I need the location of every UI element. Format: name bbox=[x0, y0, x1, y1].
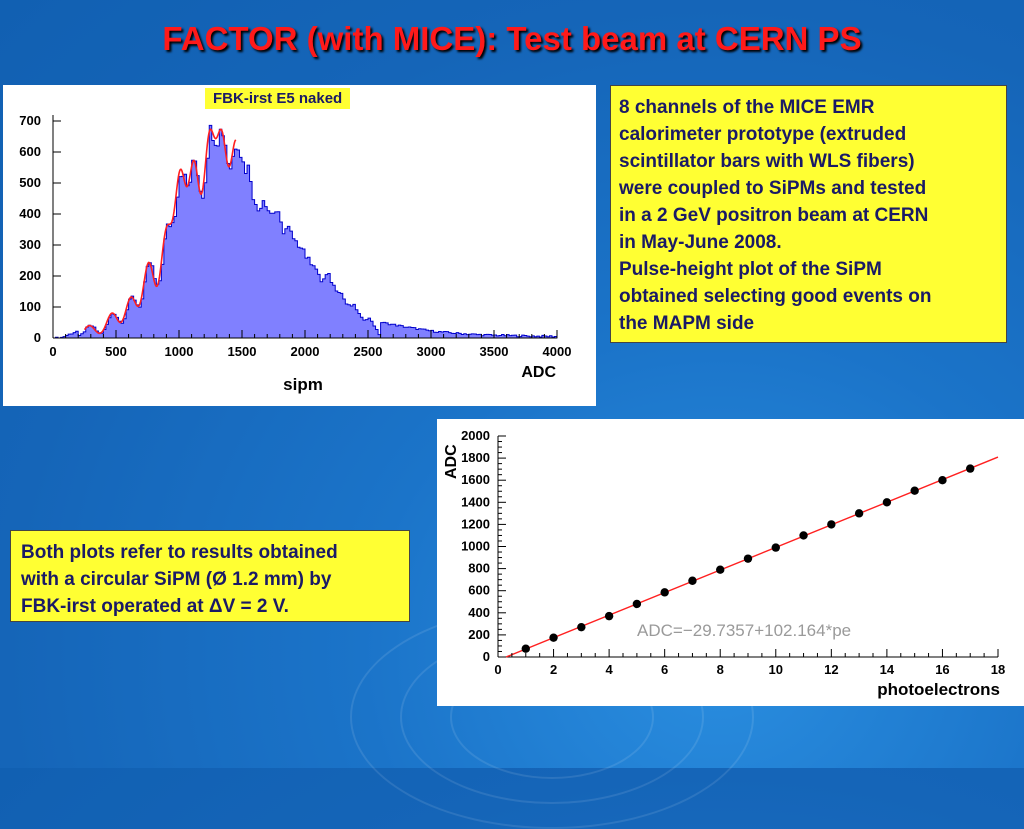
scatter-panel: 0 2 4 6 8 10 12 14 16 18 0 200 400 600 800 1000 1200 1400… bbox=[437, 419, 1024, 706]
scatter-chart: 0 2 4 6 8 10 12 14 16 18 0 200 400 600 800 1000 1200 1400… bbox=[443, 428, 1005, 699]
x-tick-label: 14 bbox=[880, 662, 895, 677]
data-point bbox=[966, 464, 975, 473]
data-point bbox=[549, 633, 558, 642]
y-tick-label: 600 bbox=[468, 583, 490, 598]
slide-title: FACTOR (with MICE): Test beam at CERN PS bbox=[162, 20, 862, 57]
y-tick-label: 500 bbox=[19, 175, 41, 190]
x-tick-label: 2000 bbox=[291, 344, 320, 359]
data-point bbox=[632, 599, 642, 609]
data-point bbox=[716, 565, 725, 574]
y-tick-label: 600 bbox=[19, 144, 41, 159]
data-point bbox=[577, 622, 586, 632]
x-tick-label: 1000 bbox=[165, 344, 194, 359]
y-tick-label: 200 bbox=[468, 627, 490, 642]
y-tick-label: 0 bbox=[34, 330, 41, 345]
histogram-name-label: sipm bbox=[283, 375, 323, 394]
x-tick-label: 3000 bbox=[417, 344, 446, 359]
histogram-fit-curve bbox=[83, 128, 237, 335]
x-tick-label: 3500 bbox=[480, 344, 509, 359]
y-tick-label: 200 bbox=[19, 268, 41, 283]
data-point bbox=[882, 498, 892, 507]
y-tick-label: 1200 bbox=[461, 516, 490, 531]
description-box: 8 channels of the MICE EMR calorimeter p… bbox=[610, 85, 1007, 343]
description-line: in a 2 GeV positron beam at CERN bbox=[619, 205, 929, 226]
x-tick-label: 18 bbox=[991, 662, 1005, 677]
note-line: with a circular SiPM (Ø 1.2 mm) by bbox=[21, 569, 332, 590]
x-tick-label: 0 bbox=[49, 344, 56, 359]
data-point bbox=[660, 588, 669, 597]
x-tick-label: 2 bbox=[550, 662, 557, 677]
y-tick-label: 400 bbox=[19, 206, 41, 221]
x-tick-label: 2500 bbox=[354, 344, 383, 359]
histogram-bars bbox=[53, 124, 558, 339]
description-line: 8 channels of the MICE EMR bbox=[619, 97, 875, 118]
x-tick-label: 6 bbox=[661, 662, 668, 677]
data-point bbox=[827, 520, 836, 529]
x-axis-label: ADC bbox=[521, 364, 556, 381]
x-tick-label: 0 bbox=[494, 662, 501, 677]
x-tick-label: 4000 bbox=[543, 344, 572, 359]
histogram-panel: 0 500 1000 1500 2000 2500 3000 3500 4000 0 100 200 3… bbox=[3, 85, 596, 406]
x-tick-label: 500 bbox=[105, 344, 127, 359]
y-tick-label: 1400 bbox=[461, 494, 490, 509]
data-point bbox=[771, 543, 780, 552]
data-point bbox=[910, 486, 919, 495]
description-line: scintillator bars with WLS fibers) bbox=[619, 151, 915, 172]
data-point bbox=[799, 531, 808, 540]
y-tick-label: 1800 bbox=[461, 450, 490, 465]
y-tick-label: 100 bbox=[19, 299, 41, 314]
x-axis-label: photoelectrons bbox=[877, 680, 1000, 699]
histogram-tag: FBK-irst E5 naked bbox=[205, 88, 351, 109]
y-tick-label: 1000 bbox=[461, 539, 490, 554]
note-line: Both plots refer to results obtained bbox=[21, 542, 338, 563]
y-tick-label: 300 bbox=[19, 237, 41, 252]
description-line: in May-June 2008. bbox=[619, 232, 782, 253]
data-point bbox=[854, 509, 864, 518]
x-tick-label: 4 bbox=[605, 662, 613, 677]
x-tick-label: 10 bbox=[769, 662, 783, 677]
x-tick-label: 16 bbox=[935, 662, 949, 677]
description-line: were coupled to SiPMs and tested bbox=[619, 178, 927, 199]
y-tick-label: 400 bbox=[468, 605, 490, 620]
data-point bbox=[743, 554, 753, 563]
data-point bbox=[938, 476, 947, 485]
data-point bbox=[604, 611, 614, 621]
data-point bbox=[688, 576, 697, 585]
data-point bbox=[521, 644, 530, 653]
note-line: FBK-irst operated at ΔV = 2 V. bbox=[21, 596, 289, 617]
note-box: Both plots refer to results obtained wit… bbox=[10, 530, 410, 622]
description-line: Pulse-height plot of the SiPM bbox=[619, 259, 882, 280]
description-line: the MAPM side bbox=[619, 313, 755, 334]
x-tick-label: 8 bbox=[717, 662, 724, 677]
histogram-chart: 0 500 1000 1500 2000 2500 3000 3500 4000 0 100 200 3… bbox=[19, 113, 572, 394]
description-line: obtained selecting good events on bbox=[619, 286, 932, 307]
description-line: calorimeter prototype (extruded bbox=[619, 124, 907, 145]
y-tick-label: 1600 bbox=[461, 472, 490, 487]
x-tick-label: 12 bbox=[824, 662, 838, 677]
y-axis-label: ADC bbox=[443, 444, 460, 479]
y-tick-label: 700 bbox=[19, 113, 41, 128]
y-tick-label: 0 bbox=[483, 649, 490, 664]
fit-formula: ADC=−29.7357+102.164*pe bbox=[637, 621, 851, 640]
y-tick-label: 2000 bbox=[461, 428, 490, 443]
y-tick-label: 800 bbox=[468, 561, 490, 576]
x-tick-label: 1500 bbox=[228, 344, 257, 359]
